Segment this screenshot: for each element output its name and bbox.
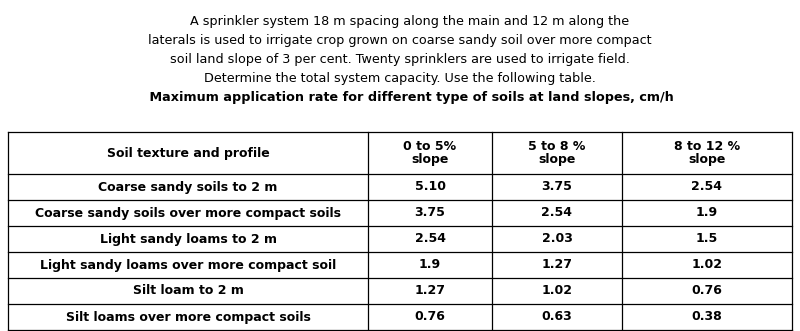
Text: 3.75: 3.75 [542, 180, 573, 194]
Text: Light sandy loams over more compact soil: Light sandy loams over more compact soil [40, 259, 336, 271]
Text: Coarse sandy soils over more compact soils: Coarse sandy soils over more compact soi… [35, 207, 341, 219]
Text: 2.54: 2.54 [542, 207, 573, 219]
Text: 1.27: 1.27 [542, 259, 573, 271]
Text: 1.02: 1.02 [691, 259, 722, 271]
Text: 1.02: 1.02 [542, 285, 573, 298]
Text: Determine the total system capacity. Use the following table.: Determine the total system capacity. Use… [204, 72, 596, 85]
Text: laterals is used to irrigate crop grown on coarse sandy soil over more compact: laterals is used to irrigate crop grown … [148, 34, 652, 47]
Text: 0.38: 0.38 [692, 310, 722, 323]
Text: 1.9: 1.9 [696, 207, 718, 219]
Text: Light sandy loams to 2 m: Light sandy loams to 2 m [99, 232, 277, 246]
Text: 1.27: 1.27 [414, 285, 446, 298]
Text: 8 to 12 %: 8 to 12 % [674, 139, 740, 153]
Text: 3.75: 3.75 [414, 207, 446, 219]
Text: 1.9: 1.9 [419, 259, 441, 271]
Text: 2.54: 2.54 [691, 180, 722, 194]
Text: 1.5: 1.5 [696, 232, 718, 246]
Text: 2.03: 2.03 [542, 232, 573, 246]
Text: Silt loam to 2 m: Silt loam to 2 m [133, 285, 243, 298]
Text: Maximum application rate for different type of soils at land slopes, cm/h: Maximum application rate for different t… [126, 91, 674, 104]
Text: slope: slope [538, 154, 576, 166]
Text: 0 to 5%: 0 to 5% [403, 139, 457, 153]
Text: A sprinkler system 18 m spacing along the main and 12 m along the: A sprinkler system 18 m spacing along th… [170, 15, 630, 28]
Text: 0.76: 0.76 [414, 310, 446, 323]
Text: slope: slope [688, 154, 726, 166]
Text: Soil texture and profile: Soil texture and profile [106, 147, 270, 160]
Text: 5.10: 5.10 [414, 180, 446, 194]
Text: soil land slope of 3 per cent. Twenty sprinklers are used to irrigate field.: soil land slope of 3 per cent. Twenty sp… [170, 53, 630, 66]
Text: Silt loams over more compact soils: Silt loams over more compact soils [66, 310, 310, 323]
Text: Coarse sandy soils to 2 m: Coarse sandy soils to 2 m [98, 180, 278, 194]
Text: slope: slope [411, 154, 449, 166]
Text: 0.63: 0.63 [542, 310, 572, 323]
Text: 5 to 8 %: 5 to 8 % [528, 139, 586, 153]
Text: 0.76: 0.76 [691, 285, 722, 298]
Text: 2.54: 2.54 [414, 232, 446, 246]
